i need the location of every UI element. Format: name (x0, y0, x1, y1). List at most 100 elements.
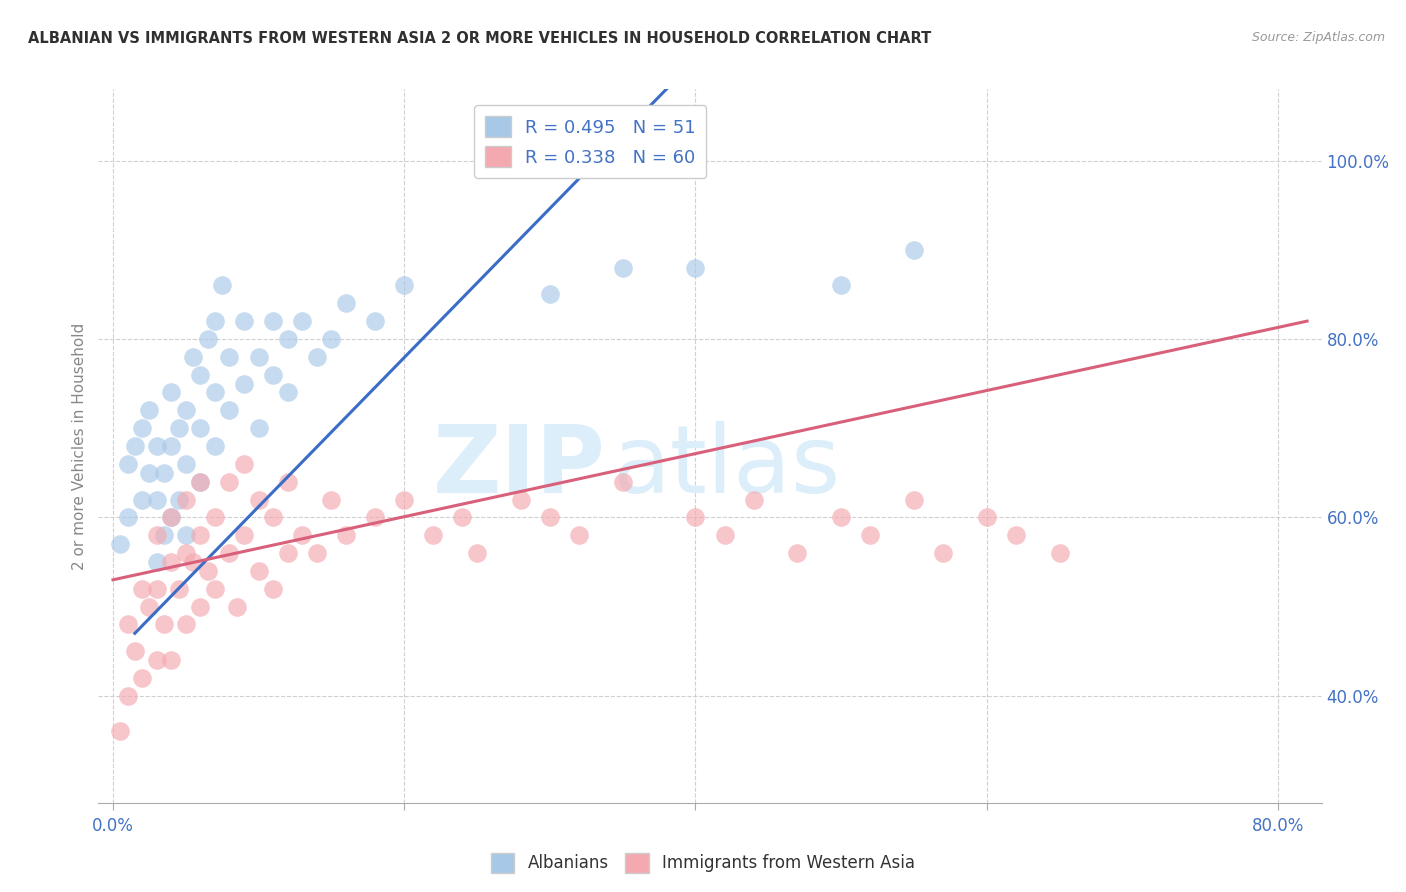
Point (262, 314, 284, 328)
Point (321, 492, 343, 507)
Point (110, 724, 132, 739)
Point (233, 376, 256, 391)
Point (685, 510, 707, 524)
Point (160, 385, 183, 400)
Point (1004, 528, 1026, 542)
Point (392, 278, 416, 293)
Point (138, 466, 160, 480)
Point (509, 492, 531, 507)
Point (167, 421, 190, 435)
Point (903, 492, 925, 507)
Point (422, 528, 444, 542)
Point (167, 582, 190, 596)
Point (277, 332, 299, 346)
Point (830, 510, 852, 524)
Point (174, 546, 197, 560)
Text: atlas: atlas (612, 421, 841, 514)
Point (181, 350, 204, 364)
Point (225, 599, 247, 614)
Point (321, 332, 343, 346)
Point (218, 350, 240, 364)
Point (145, 492, 167, 507)
Point (117, 617, 139, 632)
Legend: Albanians, Immigrants from Western Asia: Albanians, Immigrants from Western Asia (484, 847, 922, 880)
Point (612, 475, 634, 489)
Point (859, 528, 882, 542)
Point (976, 510, 998, 524)
Point (197, 564, 219, 578)
Point (181, 555, 204, 569)
Point (218, 475, 240, 489)
Text: ZIP: ZIP (433, 421, 606, 514)
Point (188, 475, 212, 489)
Point (538, 510, 561, 524)
Point (174, 403, 197, 417)
Point (174, 617, 197, 632)
Point (451, 510, 474, 524)
Point (364, 510, 387, 524)
Point (335, 296, 357, 310)
Y-axis label: 2 or more Vehicles in Household: 2 or more Vehicles in Household (72, 322, 87, 570)
Point (612, 260, 634, 275)
Point (145, 439, 167, 453)
Point (204, 510, 226, 524)
Point (932, 546, 955, 560)
Point (160, 555, 183, 569)
Point (117, 689, 139, 703)
Point (211, 278, 233, 293)
Point (145, 528, 167, 542)
Point (117, 510, 139, 524)
Point (305, 546, 328, 560)
Point (153, 617, 176, 632)
Point (830, 278, 852, 293)
Point (903, 243, 925, 257)
Point (233, 314, 256, 328)
Point (188, 528, 212, 542)
Point (538, 287, 561, 301)
Point (174, 528, 197, 542)
Point (291, 314, 314, 328)
Point (305, 350, 328, 364)
Point (262, 368, 284, 382)
Point (204, 582, 226, 596)
Point (131, 421, 153, 435)
Point (188, 368, 212, 382)
Point (364, 314, 387, 328)
Point (197, 332, 219, 346)
Point (124, 644, 146, 658)
Point (465, 546, 488, 560)
Point (145, 582, 167, 596)
Point (160, 510, 183, 524)
Point (117, 457, 139, 471)
Point (568, 528, 591, 542)
Point (742, 492, 765, 507)
Point (247, 492, 270, 507)
Point (713, 528, 735, 542)
Point (145, 555, 167, 569)
Point (204, 385, 226, 400)
Point (277, 546, 299, 560)
Point (160, 439, 183, 453)
Point (160, 510, 183, 524)
Point (138, 403, 160, 417)
Point (262, 582, 284, 596)
Point (153, 466, 176, 480)
Point (685, 260, 707, 275)
Point (131, 492, 153, 507)
Point (233, 457, 256, 471)
Point (174, 457, 197, 471)
Point (247, 350, 270, 364)
Point (247, 564, 270, 578)
Point (167, 492, 190, 507)
Point (131, 671, 153, 685)
Point (110, 537, 132, 551)
Point (174, 492, 197, 507)
Point (131, 582, 153, 596)
Text: Source: ZipAtlas.com: Source: ZipAtlas.com (1251, 31, 1385, 45)
Point (188, 599, 212, 614)
Point (188, 421, 212, 435)
Point (262, 510, 284, 524)
Point (138, 599, 160, 614)
Text: ALBANIAN VS IMMIGRANTS FROM WESTERN ASIA 2 OR MORE VEHICLES IN HOUSEHOLD CORRELA: ALBANIAN VS IMMIGRANTS FROM WESTERN ASIA… (28, 31, 931, 46)
Point (1049, 546, 1071, 560)
